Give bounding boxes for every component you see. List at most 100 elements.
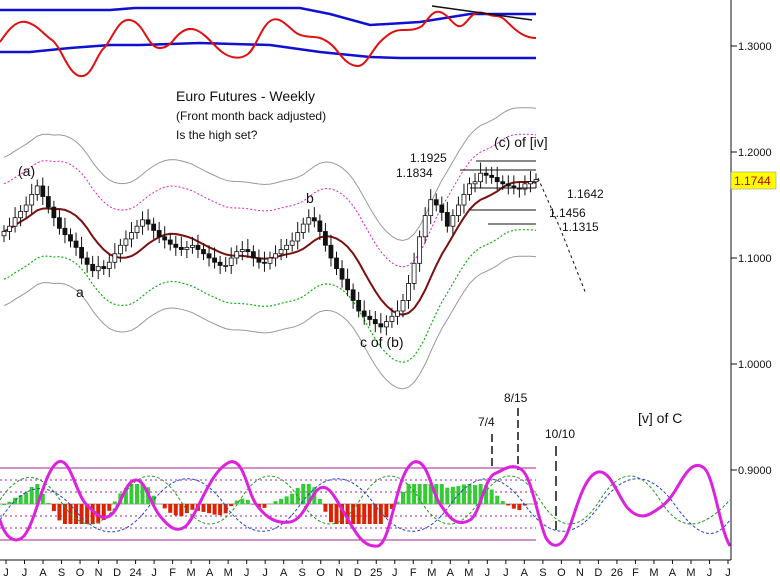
x-axis-label: D [594,567,602,579]
candle [217,255,223,274]
candles [1,162,539,336]
candle-body [73,240,79,248]
x-axis-label: A [39,567,47,579]
candle [273,245,278,267]
candle-body [522,183,528,190]
candle-body [29,193,35,206]
histogram-bar [356,504,361,524]
candle [112,243,118,269]
candle-body [90,263,96,272]
candle-body [40,185,46,197]
candle-body [156,230,162,238]
candle [151,217,157,239]
candle-body [483,172,489,176]
candle-body [378,323,384,328]
wave-label-c-of-b: c of (b) [360,334,404,350]
histogram-bar [362,504,367,524]
x-axis-label: F [632,567,639,579]
candle-body [323,231,328,246]
chart-subtitle: (Front month back adjusted) [176,109,326,123]
histogram-bar [57,504,62,521]
histogram-bar [201,504,206,512]
candle [206,245,212,267]
x-axis-label: M [427,567,436,579]
candle [190,236,195,254]
histogram-bar [151,495,156,504]
candle [350,283,356,309]
histogram-bar [51,504,56,512]
histogram-bar [40,493,45,504]
candle-body [206,253,212,259]
histogram-bar [428,484,433,504]
candle-body [223,265,229,267]
candle-body [18,210,24,219]
candle [267,251,273,270]
histogram-bar [290,493,295,504]
histogram-bar [461,484,466,504]
candle [1,225,7,243]
histogram-bar [328,504,333,523]
candle [84,251,90,273]
candle [422,207,428,244]
cycle-panel [0,460,732,548]
histogram-bar [7,501,12,504]
candle-body [361,310,367,317]
level-label-1.1315: 1.1315 [562,220,599,234]
candle [57,209,62,235]
candle [106,253,112,278]
level-label-1.1456: 1.1456 [549,206,586,220]
candle-body [1,231,7,237]
candle-body [245,249,251,253]
candle-body [383,321,389,328]
candle [51,200,57,227]
candle [456,196,461,222]
candle-body [7,225,12,232]
oscillator-blue-line-upper [0,6,536,27]
histogram-bar [129,484,134,504]
axis-label-1.2000: 1.2000 [738,147,772,159]
candle [278,238,284,261]
candle-body [350,289,356,301]
candle-body [256,257,262,263]
candle-body [356,299,362,312]
histogram-bar [168,504,173,513]
candle-body [494,177,500,183]
candle [295,221,301,250]
candle [184,241,190,258]
candle [90,255,96,278]
candle-body [184,246,190,250]
candle-body [101,266,107,270]
candle [239,241,245,261]
candle-body [289,240,295,246]
chart-titles: Euro Futures - Weekly (Front month back … [176,88,326,142]
histogram-bar [345,504,350,524]
histogram-bar [218,504,223,516]
histogram-bar [13,497,18,504]
histogram-bar [489,489,494,504]
candle-body [400,299,406,312]
candle [461,183,467,214]
candle-body [450,215,456,227]
histogram-bar [140,484,145,504]
x-axis: J J A S O N D 24 J F M A M J J A S O N D 25 J F M A M J J A S O N D 26 F M A… [0,559,731,579]
candle-body [273,253,278,259]
x-axis-label: A [280,567,288,579]
histogram-bar [500,501,505,504]
histogram-bar [212,504,217,515]
candle-body [300,223,306,233]
x-axis-label: O [76,567,85,579]
candle [395,300,400,325]
candle [300,217,306,239]
candle [140,211,145,235]
candle [23,196,29,218]
candle-body [500,181,506,185]
chart-question: Is the high set? [176,128,258,142]
candle [334,251,339,275]
candle [317,214,323,240]
candle-body [250,251,256,259]
candle [29,183,35,214]
x-axis-label: J [503,567,509,579]
candle-body [23,204,29,212]
histogram-bar [18,495,23,504]
